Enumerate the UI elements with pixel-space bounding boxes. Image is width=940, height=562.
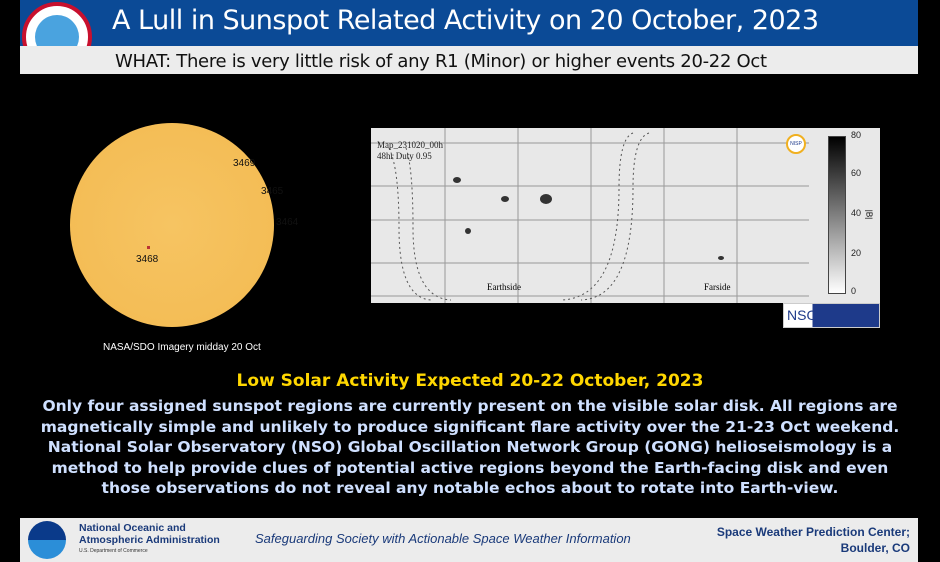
noaa-name: National Oceanic and Atmospheric Administ…: [79, 522, 220, 546]
solar-disk-image: 3469 3465 3464 3468: [70, 123, 298, 327]
region-label: 3469: [233, 158, 256, 169]
noaa-logo: [28, 521, 66, 559]
gong-farside-map: Map_231020_00h 48hr Duty 0.95 Earthside …: [371, 128, 809, 303]
nisp-badge: NISP: [786, 134, 806, 154]
page-title: A Lull in Sunspot Related Activity on 20…: [112, 5, 819, 36]
sunspot: [147, 246, 150, 249]
header-bar: [20, 0, 918, 46]
colorbar-tick: 40: [851, 208, 862, 218]
subtitle-bar: [20, 46, 918, 74]
what-statement: WHAT: There is very little risk of any R…: [115, 51, 767, 72]
tagline: Safeguarding Society with Actionable Spa…: [255, 531, 631, 546]
map-duty: 48hr Duty 0.95: [377, 151, 432, 161]
summary-heading: Low Solar Activity Expected 20-22 Octobe…: [236, 371, 704, 391]
colorbar-label: |B|: [864, 209, 874, 220]
region-label: 3468: [136, 254, 159, 265]
earthside-label: Earthside: [487, 282, 521, 292]
region-label: 3465: [261, 186, 284, 197]
farside-label: Farside: [704, 282, 731, 292]
noaa-department: U.S. Department of Commerce: [79, 548, 148, 554]
summary-body: Only four assigned sunspot regions are c…: [40, 397, 900, 497]
colorbar-tick: 60: [851, 168, 862, 178]
nso-logo: NSO: [783, 303, 880, 328]
colorbar-tick: 80: [851, 130, 862, 140]
colorbar-tick: 0: [851, 286, 857, 296]
map-id: Map_231020_00h: [377, 140, 443, 150]
map-grid: [371, 128, 809, 303]
region-label: 3464: [276, 217, 299, 228]
footer: [20, 518, 918, 562]
swpc-name: Space Weather Prediction Center; Boulder,…: [716, 525, 910, 555]
colorbar-tick: 20: [851, 248, 862, 258]
sun-caption: NASA/SDO Imagery midday 20 Oct: [103, 342, 261, 353]
colorbar: 80 60 40 20 0 |B|: [809, 128, 880, 303]
